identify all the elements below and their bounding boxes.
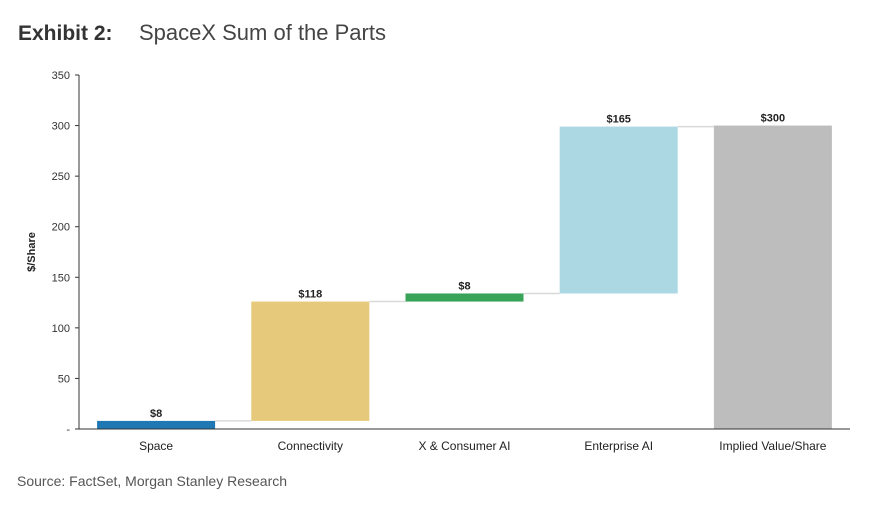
y-tick-label: 100 <box>52 323 70 335</box>
x-tick-label: X & Consumer AI <box>418 439 510 453</box>
bar-implied-value-share <box>713 125 832 430</box>
bar-x-consumer-ai <box>405 293 524 302</box>
data-label: $118 <box>298 289 322 301</box>
data-label: $8 <box>458 280 470 292</box>
data-label: $165 <box>606 114 630 126</box>
exhibit-header: Exhibit 2: SpaceX Sum of the Parts <box>18 20 386 50</box>
y-tick-label: - <box>66 424 70 436</box>
bar-connectivity <box>251 301 370 421</box>
bar-space <box>97 420 216 429</box>
y-tick-label: 150 <box>52 272 70 284</box>
chart-title: SpaceX Sum of the Parts <box>138 20 386 45</box>
y-tick-label: 350 <box>52 70 70 82</box>
data-label: $8 <box>150 408 162 420</box>
connector-lines <box>215 125 714 422</box>
bars-group <box>97 125 832 430</box>
y-tick-label: 300 <box>52 121 70 133</box>
source-note: Source: FactSet, Morgan Stanley Research <box>17 473 288 489</box>
x-tick-label: Connectivity <box>278 439 343 453</box>
data-label: $300 <box>761 113 785 125</box>
y-tick-label: 250 <box>52 171 70 183</box>
x-tick-label: Space <box>139 439 173 453</box>
x-tick-label: Enterprise AI <box>584 439 653 453</box>
y-tick-label: 200 <box>52 222 70 234</box>
x-tick-label: Implied Value/Share <box>719 439 827 453</box>
exhibit-number: Exhibit 2: <box>18 22 113 45</box>
y-axis-title: $/Share <box>26 232 38 272</box>
labels-group: $8 $118 $8 $165 $300 - 50 100 150 200 250 300 350 Spa… <box>26 70 827 453</box>
bar-enterprise-ai <box>559 126 678 294</box>
axes-group <box>75 74 850 430</box>
y-tick-label: 50 <box>58 373 70 385</box>
